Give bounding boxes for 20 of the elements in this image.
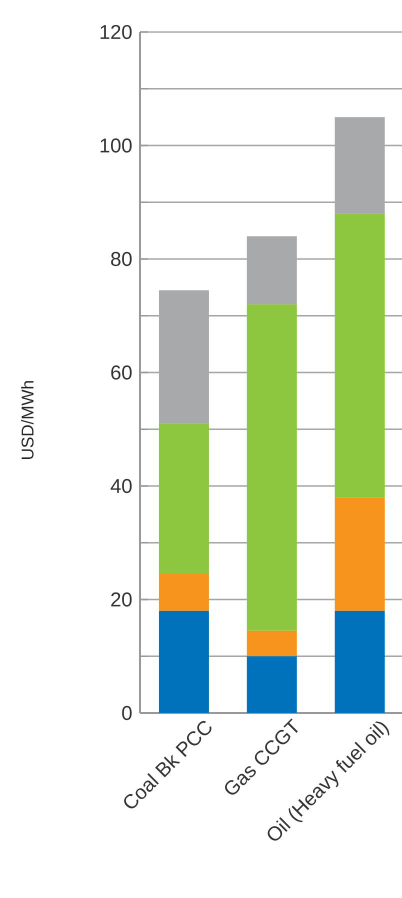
bar <box>246 630 297 656</box>
bar <box>246 236 297 304</box>
y-tick-label: 20 <box>111 592 132 607</box>
bar <box>246 656 297 713</box>
bar <box>334 117 385 214</box>
bar <box>334 214 385 498</box>
y-tick-label: 100 <box>100 138 132 153</box>
bar <box>246 304 297 631</box>
y-tick-label: 40 <box>110 478 132 494</box>
y-axis-title: USD/MWh <box>21 381 34 459</box>
y-tick-label: 60 <box>111 365 132 380</box>
y-tick-label: 0 <box>122 706 132 720</box>
bar <box>158 424 209 574</box>
y-tick-label: 120 <box>100 24 132 40</box>
y-tick-label: 80 <box>111 252 132 266</box>
bar <box>334 610 385 713</box>
bar <box>334 497 385 611</box>
bar <box>158 610 209 713</box>
bar <box>158 290 209 424</box>
bar <box>158 574 209 611</box>
